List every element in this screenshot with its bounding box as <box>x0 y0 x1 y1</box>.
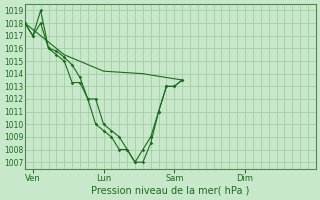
X-axis label: Pression niveau de la mer( hPa ): Pression niveau de la mer( hPa ) <box>91 186 250 196</box>
